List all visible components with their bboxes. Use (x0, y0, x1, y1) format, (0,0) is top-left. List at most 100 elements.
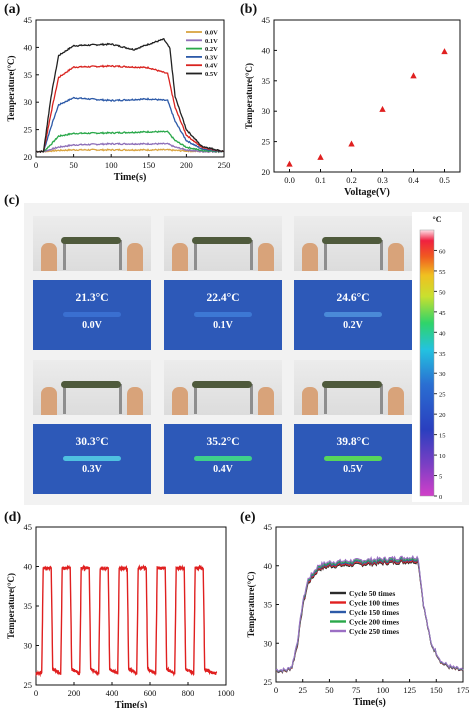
colorbar-tick-label: 0 (439, 494, 442, 501)
series-line-cycle (275, 557, 464, 674)
fiber-sample (322, 381, 382, 388)
electrode-clip (250, 240, 253, 270)
thermal-temperature-label: 35.2°C (206, 436, 240, 448)
x-tick-label: 50 (325, 685, 334, 695)
thermal-voltage-label: 0.5V (343, 464, 363, 475)
scatter-point (286, 160, 293, 167)
legend-label: Cycle 150 times (349, 608, 399, 617)
x-tick-label: 150 (430, 685, 443, 695)
y-tick-label: 30 (264, 638, 273, 648)
thermal-temperature-label: 24.6°C (336, 292, 370, 304)
y-tick-label: 30 (24, 641, 33, 651)
y-tick-label: 35 (24, 601, 33, 611)
colorbar-tick-label: 5 (439, 474, 442, 481)
fiber-sample (61, 237, 121, 244)
series-line-0.5V (35, 37, 225, 154)
plot-frame (35, 526, 227, 686)
y-tick-label: 20 (262, 167, 271, 177)
hand (127, 387, 143, 415)
electrode-clip (119, 240, 122, 270)
heated-fiber-glow (63, 456, 121, 461)
x-axis-label: Time(s) (115, 700, 148, 708)
hand (258, 243, 274, 271)
x-tick-label: 25 (298, 685, 307, 695)
legend-label: 0.3V (205, 54, 218, 61)
series-line-cycle (275, 556, 464, 673)
legend-label: Cycle 50 times (349, 589, 395, 598)
y-tick-label: 25 (264, 677, 273, 687)
x-tick-label: 50 (69, 160, 78, 170)
series-line-0.1V (35, 142, 224, 154)
x-tick-label: 0 (34, 160, 38, 170)
hand (172, 243, 188, 271)
colorbar-tick-label: 20 (439, 412, 446, 419)
legend-label: Cycle 100 times (349, 599, 399, 608)
colorbar-tick-label: 10 (439, 453, 446, 460)
electrode-clip (324, 384, 327, 414)
x-tick-label: 250 (218, 160, 231, 170)
panel-label-c: (c) (4, 193, 20, 208)
legend-label: 0.5V (205, 71, 218, 78)
hand (258, 387, 274, 415)
series-line-cycle (275, 559, 464, 674)
series-line-0.2V (35, 130, 224, 154)
legend-label: Cycle 200 times (349, 618, 399, 627)
y-tick-label: 45 (264, 522, 273, 532)
fiber-sample (322, 237, 382, 244)
x-tick-label: 800 (182, 688, 195, 698)
hand (388, 387, 404, 415)
electrode-clip (194, 384, 197, 414)
plot-frame (275, 526, 464, 683)
x-tick-label: 100 (105, 160, 118, 170)
y-tick-label: 30 (262, 106, 271, 116)
thermal-voltage-label: 0.4V (213, 464, 233, 475)
y-tick-label: 40 (24, 42, 33, 52)
panel-label-e: (e) (240, 510, 256, 525)
electrode-clip (324, 240, 327, 270)
heated-fiber-glow (63, 312, 121, 317)
y-tick-label: 30 (24, 97, 33, 107)
thermal-image: 30.3°C 0.3V (33, 424, 151, 494)
x-tick-label: 600 (144, 688, 157, 698)
legend-label: 0.1V (205, 38, 218, 45)
sample-photo (294, 216, 412, 271)
electrode-clip (380, 384, 383, 414)
fiber-sample (192, 237, 252, 244)
scatter-point (317, 153, 324, 160)
fiber-sample (192, 381, 252, 388)
hand (41, 387, 57, 415)
x-tick-label: 100 (376, 685, 389, 695)
sample-photo (33, 216, 151, 271)
series-line-0.4V (35, 64, 225, 154)
scatter-point (441, 48, 448, 55)
hand (302, 387, 318, 415)
thermal-image: 35.2°C 0.4V (164, 424, 282, 494)
electrode-clip (63, 384, 66, 414)
y-tick-label: 35 (262, 76, 271, 86)
x-tick-label: 0.0 (284, 175, 295, 185)
legend-label: 0.0V (205, 30, 218, 37)
cycling-series-line (35, 564, 218, 678)
hand (302, 243, 318, 271)
x-axis-label: Time(s) (353, 697, 386, 708)
thermal-image: 21.3°C 0.0V (33, 280, 151, 350)
series-line-cycle (275, 554, 464, 673)
electrode-clip (380, 240, 383, 270)
thermal-voltage-label: 0.0V (82, 320, 102, 331)
electrode-clip (119, 384, 122, 414)
chart-b: 0.0 0.1 0.2 0.3 0.4 0.5 20 25 30 35 40 45 Voltage(V)… (244, 15, 461, 198)
x-tick-label: 0.3 (377, 175, 388, 185)
heated-fiber-glow (194, 456, 252, 461)
y-tick-label: 35 (264, 600, 273, 610)
panel-label-d: (d) (4, 510, 22, 525)
thermal-temperature-label: 22.4°C (206, 292, 240, 304)
y-tick-label: 45 (24, 522, 33, 532)
colorbar-tick-label: 55 (439, 269, 446, 276)
hand (127, 243, 143, 271)
colorbar-tick-label: 45 (439, 310, 446, 317)
heated-fiber-glow (324, 456, 382, 461)
electrode-clip (250, 384, 253, 414)
sample-photo (294, 360, 412, 415)
sample-photo (164, 216, 282, 271)
legend-label: 0.2V (205, 46, 218, 53)
